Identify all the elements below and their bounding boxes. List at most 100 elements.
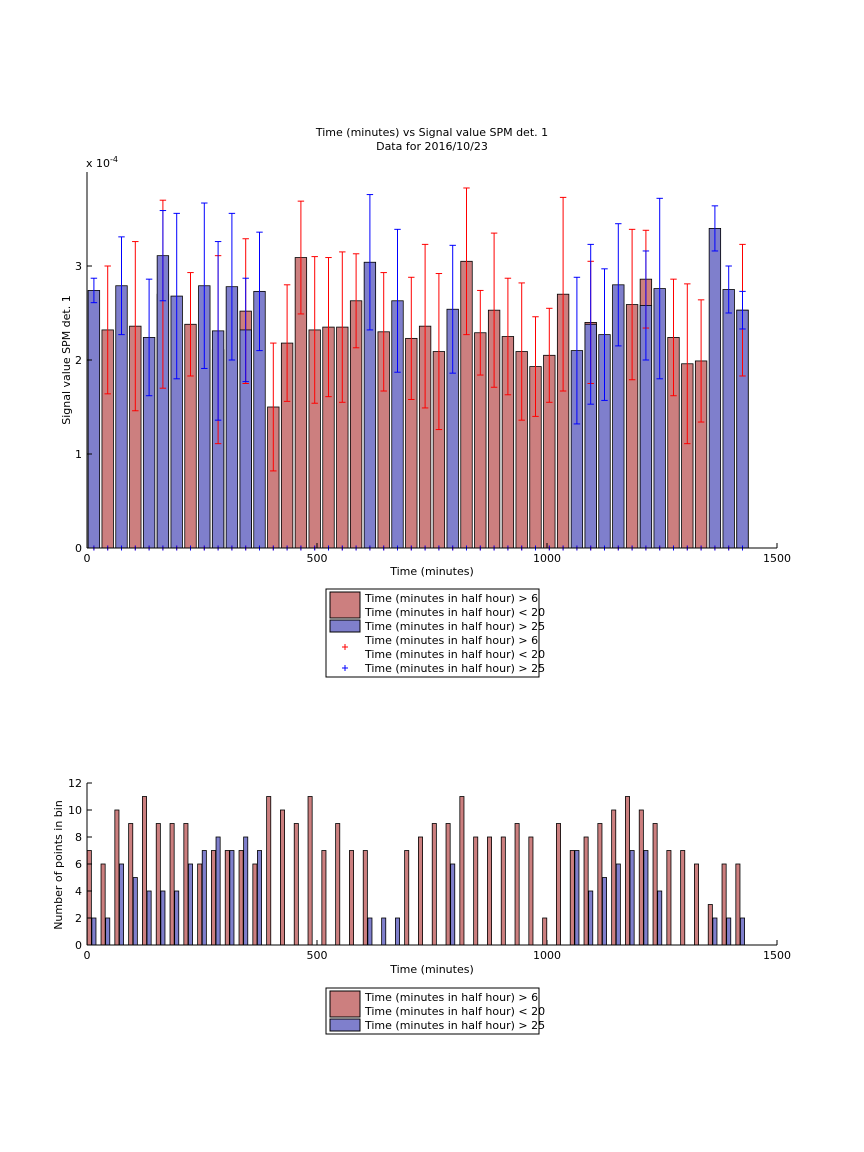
bar-red [183, 823, 189, 946]
bar-blue [174, 890, 180, 946]
legend-label: Time (minutes in half hour) > 25 [364, 620, 545, 633]
x-tick-label: 1500 [763, 552, 791, 565]
bar-red [418, 836, 423, 946]
y-tick-label: 2 [75, 354, 82, 367]
bar-red [652, 823, 658, 946]
bar-blue [657, 890, 663, 946]
y-tick-label: 0 [75, 542, 82, 555]
bar-red [307, 796, 313, 946]
bar-red [238, 850, 244, 946]
bar-blue [588, 890, 594, 946]
chart2-xlabel: Time (minutes) [389, 963, 474, 976]
y-tick-label: 1 [75, 448, 82, 461]
bar-red [86, 850, 92, 946]
bar-red [293, 823, 299, 946]
y-tick-label: 0 [75, 939, 82, 952]
legend-swatch-red [329, 591, 361, 619]
bar-red [721, 863, 727, 946]
bar-blue [105, 917, 111, 946]
bar-red [625, 796, 630, 946]
x-tick-label: 1500 [763, 949, 791, 962]
bar-red [280, 809, 285, 946]
x-tick-label: 1000 [533, 949, 561, 962]
bar-red [638, 809, 644, 946]
chart2-axes: 0 500 1000 1500 0 2 4 6 8 10 12 [68, 777, 791, 962]
bar-red [224, 850, 230, 946]
bar-red [362, 850, 368, 946]
chart1-xlabel: Time (minutes) [389, 565, 474, 578]
bar-blue [257, 850, 262, 946]
bar-blue [602, 877, 607, 946]
y-tick-label: 8 [75, 831, 82, 844]
bar-red [735, 863, 741, 946]
bar-red [528, 836, 534, 946]
bar-red [473, 836, 479, 946]
y-exponent-label: x 10-4 [86, 155, 118, 170]
legend-label: Time (minutes in half hour) > 6 [364, 634, 538, 647]
bar-red [680, 850, 686, 946]
bar-red [335, 823, 341, 946]
bar-blue [91, 917, 97, 946]
legend-swatch-blue [329, 619, 361, 633]
y-tick-label: 12 [68, 777, 82, 790]
bar-blue [395, 917, 400, 946]
bar-blue [574, 850, 580, 946]
y-tick-label: 4 [75, 885, 82, 898]
bar-red [404, 850, 410, 946]
bar-red [197, 863, 203, 946]
bar-red [459, 796, 465, 946]
x-tick-label: 500 [307, 552, 328, 565]
bar-blue [629, 850, 635, 946]
bar-red [169, 823, 175, 946]
bar-blue [201, 850, 207, 946]
chart2-ylabel: Number of points in bin [52, 800, 65, 930]
bar-red [611, 809, 617, 946]
bar-red [487, 836, 492, 946]
legend-label: Time (minutes in half hour) > 6 [364, 991, 538, 1004]
bar-red [431, 823, 437, 946]
chart2-bars [86, 796, 745, 946]
bar-blue [87, 290, 101, 549]
bar-red [707, 904, 713, 946]
bar-blue [615, 863, 621, 946]
bar-blue [722, 289, 735, 549]
chart1-axes: 0 500 1000 1500 0 1 2 3 [75, 172, 791, 565]
chart1-subtitle: Data for 2016/10/23 [376, 140, 488, 153]
chart1-title: Time (minutes) vs Signal value SPM det. … [315, 126, 548, 139]
bar-blue [450, 863, 456, 946]
x-tick-label: 0 [84, 949, 91, 962]
signal-chart: Time (minutes) vs Signal value SPM det. … [60, 126, 791, 678]
x-tick-label: 1000 [533, 552, 561, 565]
x-tick-label: 500 [307, 949, 328, 962]
chart1-ylabel: Signal value SPM det. 1 [60, 295, 73, 425]
bar-red [597, 823, 603, 946]
bar-blue [367, 917, 373, 946]
legend-swatch-blue [329, 1018, 361, 1032]
bar-red [100, 863, 106, 946]
y-tick-label: 3 [75, 260, 82, 273]
y-tick-label: 6 [75, 858, 82, 871]
legend-marker-red [342, 644, 348, 650]
bar-red [694, 863, 699, 946]
bar-red [128, 823, 134, 946]
legend-box [325, 987, 540, 1035]
bar-blue [381, 917, 387, 946]
bar-blue [132, 877, 138, 946]
bar-blue [243, 836, 249, 946]
bar-red [349, 850, 354, 946]
chart1-error-bars [90, 187, 746, 472]
legend-label: Time (minutes in half hour) < 20 [364, 1005, 545, 1018]
bar-red [321, 850, 327, 946]
bar-blue [726, 917, 732, 946]
legend-box [325, 588, 540, 678]
count-chart: 0 500 1000 1500 0 2 4 6 8 10 12 Time (minutes) Num… [52, 777, 791, 1035]
bar-red [445, 823, 451, 946]
legend-label: Time (minutes in half hour) > 25 [364, 662, 545, 675]
bar-red [252, 863, 258, 946]
bar-red [211, 850, 216, 946]
bar-red [155, 823, 161, 946]
bar-blue [229, 850, 235, 946]
